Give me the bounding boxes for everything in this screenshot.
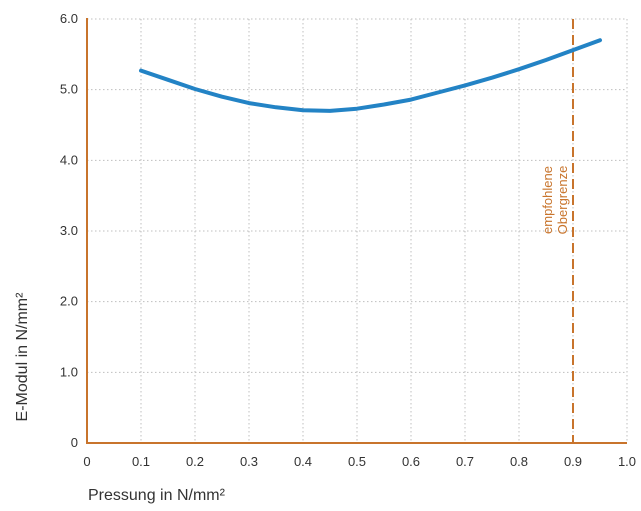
y-tick-label: 1.0 — [60, 364, 78, 379]
x-tick-label: 0.8 — [510, 454, 528, 469]
x-tick-label: 0.9 — [564, 454, 582, 469]
x-tick-label: 0.1 — [132, 454, 150, 469]
y-tick-label: 3.0 — [60, 223, 78, 238]
x-tick-label: 0.3 — [240, 454, 258, 469]
reference-line-group: empfohleneObergrenze — [540, 19, 574, 443]
x-tick-label: 0.5 — [348, 454, 366, 469]
x-tick-label: 0.4 — [294, 454, 312, 469]
x-tick-label: 0 — [83, 454, 90, 469]
x-tick-label: 0.7 — [456, 454, 474, 469]
x-tick-label: 1.0 — [618, 454, 636, 469]
y-tick-label: 4.0 — [60, 152, 78, 167]
y-axis-label: E-Modul in N/mm² — [14, 292, 31, 422]
y-tick-label: 2.0 — [60, 294, 78, 309]
series-line — [139, 38, 602, 113]
y-tick-labels: 0 1.0 2.0 3.0 4.0 5.0 6.0 — [60, 11, 78, 450]
y-tick-label: 6.0 — [60, 11, 78, 26]
x-tick-labels: 0 0.1 0.2 0.3 0.4 0.5 0.6 0.7 0.8 0.9 1.0 — [83, 454, 636, 469]
reference-line-label: empfohleneObergrenze — [540, 166, 570, 235]
x-axis-label: Pressung in N/mm² — [88, 487, 226, 504]
series-group — [139, 38, 602, 113]
x-tick-label: 0.2 — [186, 454, 204, 469]
y-tick-label: 5.0 — [60, 82, 78, 97]
axes — [86, 18, 627, 444]
y-tick-label: 0 — [71, 435, 78, 450]
x-tick-label: 0.6 — [402, 454, 420, 469]
